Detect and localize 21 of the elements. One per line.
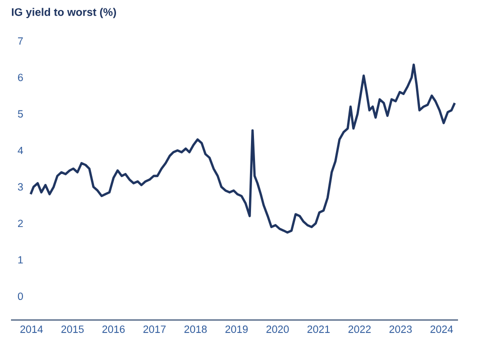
y-tick-label: 2 [18, 220, 23, 228]
x-tick-label: 2014 [20, 326, 43, 333]
x-tick-label: 2023 [389, 326, 412, 333]
y-tick-label: 1 [18, 256, 23, 264]
y-tick-label: 5 [18, 110, 23, 118]
line-series [30, 64, 456, 234]
x-tick-label: 2020 [266, 326, 289, 333]
x-tick-label: 2015 [61, 326, 84, 333]
y-tick-label: 6 [18, 74, 23, 82]
x-tick-label: 2016 [102, 326, 125, 333]
x-tick-label: 2018 [184, 326, 207, 333]
x-tick-label: 2024 [430, 326, 453, 333]
chart-title: IG yield to worst (%) [12, 8, 116, 18]
y-tick-label: 4 [18, 146, 24, 154]
x-tick-label: 2019 [225, 326, 248, 333]
x-tick-label: 2021 [307, 326, 330, 333]
y-tick-label: 3 [18, 183, 23, 191]
y-tick-label: 0 [18, 292, 23, 300]
x-tick-label: 2022 [348, 326, 371, 333]
y-tick-label: 7 [18, 37, 23, 45]
x-tick-label: 2017 [143, 326, 166, 333]
